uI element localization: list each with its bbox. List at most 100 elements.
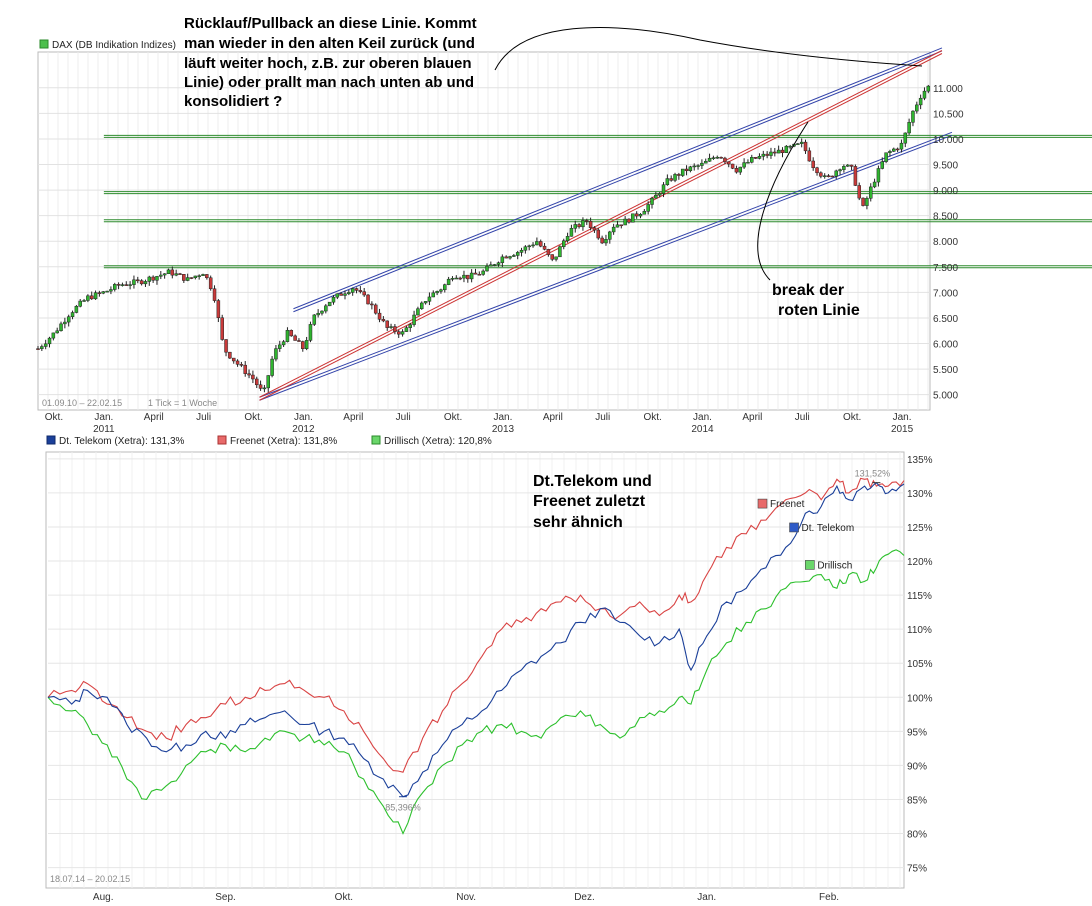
dax-x-tick: Jan. (693, 412, 712, 423)
perf-y-tick: 75% (907, 864, 927, 875)
candle-body (301, 341, 305, 349)
perf-y-tick: 110% (907, 625, 932, 636)
perf-y-tick: 105% (907, 659, 933, 670)
dax-x-year: 2011 (93, 424, 115, 435)
candle-body (439, 289, 443, 292)
perf-note-1: Dt.Telekom und (533, 473, 652, 490)
candle-body (400, 331, 405, 335)
candle-body (420, 302, 424, 309)
legend-swatch-drillisch (371, 435, 381, 445)
candle-body (819, 172, 823, 177)
perf-markers: Freenet Dt. Telekom Drillisch 85,396% 131,52… (385, 469, 890, 813)
series-line-freenet (47, 477, 905, 773)
perf-x-tick: Jan. (697, 892, 716, 903)
candle-body (619, 224, 624, 227)
candle-body (481, 270, 485, 275)
candle-body (128, 284, 132, 286)
candle-body (162, 273, 167, 276)
perf-y-tick: 90% (907, 761, 927, 772)
candle-body (170, 269, 175, 276)
candle-body (665, 178, 670, 186)
perf-y-tick: 120% (907, 557, 933, 568)
candle-body (657, 193, 662, 196)
break-arrow (757, 121, 809, 281)
candle-body (404, 327, 409, 332)
perf-y-tick: 80% (907, 830, 927, 841)
candle-body (742, 162, 746, 168)
candle-body (830, 175, 835, 178)
candle-body (43, 343, 48, 347)
candle-body (857, 185, 861, 199)
candle-body (116, 284, 121, 286)
candle-body (669, 178, 673, 181)
candle-body (393, 326, 397, 332)
dax-x-tick: Jan. (893, 412, 912, 423)
perf-y-tick: 135% (907, 455, 933, 466)
candle-body (427, 296, 432, 302)
series-end-label: Dt. Telekom (802, 523, 855, 534)
candle-body (239, 364, 244, 366)
perf-y-tick: 85% (907, 795, 927, 806)
candle-body (132, 279, 136, 285)
candle-body (66, 316, 71, 323)
candle-body (627, 218, 631, 223)
candle-body (546, 249, 551, 255)
candle-body (746, 161, 750, 164)
candle-body (231, 357, 236, 362)
candle-body (366, 294, 370, 305)
candle-body (523, 246, 528, 251)
candle-body (97, 292, 102, 294)
candle-body (903, 132, 908, 144)
candle-body (308, 324, 313, 341)
candle-body (293, 335, 297, 341)
dax-x-tick: Jan. (94, 412, 113, 423)
candle-body (888, 151, 892, 153)
candle-body (577, 224, 581, 228)
candle-body (412, 314, 416, 325)
candle-body (304, 340, 309, 349)
break-line-1: break der (772, 282, 844, 299)
min-label: 85,396% (385, 803, 421, 813)
candle-body (320, 310, 324, 314)
series-end-marker (789, 522, 799, 533)
candle-body (458, 277, 462, 280)
dax-x-tick: Okt. (643, 412, 661, 423)
series-end-marker (757, 498, 768, 509)
dax-y-tick: 7.500 (933, 263, 958, 274)
candle-body (592, 227, 597, 231)
candle-body (47, 337, 52, 345)
perf-y-tick: 125% (907, 523, 933, 534)
candle-body (585, 220, 589, 222)
dax-y-tick: 11.000 (933, 84, 963, 95)
candle-body (466, 274, 470, 280)
candle-body (201, 274, 205, 276)
candle-body (815, 167, 819, 174)
candle-body (588, 221, 593, 228)
candle-body (715, 156, 719, 159)
series-end-marker (805, 560, 815, 570)
dax-y-tick: 6.000 (933, 340, 958, 351)
dax-legend-swatch (39, 39, 49, 49)
dax-y-tick: 9.500 (933, 161, 958, 172)
candle-body (396, 331, 401, 335)
legend-drillisch: Drillisch (Xetra): 120,8% (384, 436, 492, 447)
candle-body (849, 164, 854, 167)
candle-body (784, 145, 789, 153)
candle-body (243, 364, 247, 374)
dax-x-tick: Juli (595, 412, 610, 423)
candle-body (205, 274, 209, 279)
candle-body (147, 276, 152, 282)
candle-body (519, 249, 524, 253)
candle-body (113, 284, 117, 290)
candle-body (327, 301, 332, 307)
dax-y-tick: 6.500 (933, 314, 958, 325)
candle-body (235, 360, 240, 365)
candle-body (362, 291, 366, 296)
series-end-label: Freenet (770, 499, 805, 510)
candle-body (861, 197, 865, 206)
candle-body (74, 306, 79, 313)
series-end-label: Drillisch (817, 560, 852, 571)
legend-swatch-freenet (217, 435, 227, 445)
candle-body (51, 332, 56, 339)
perf-x-tick: Feb. (819, 892, 839, 903)
